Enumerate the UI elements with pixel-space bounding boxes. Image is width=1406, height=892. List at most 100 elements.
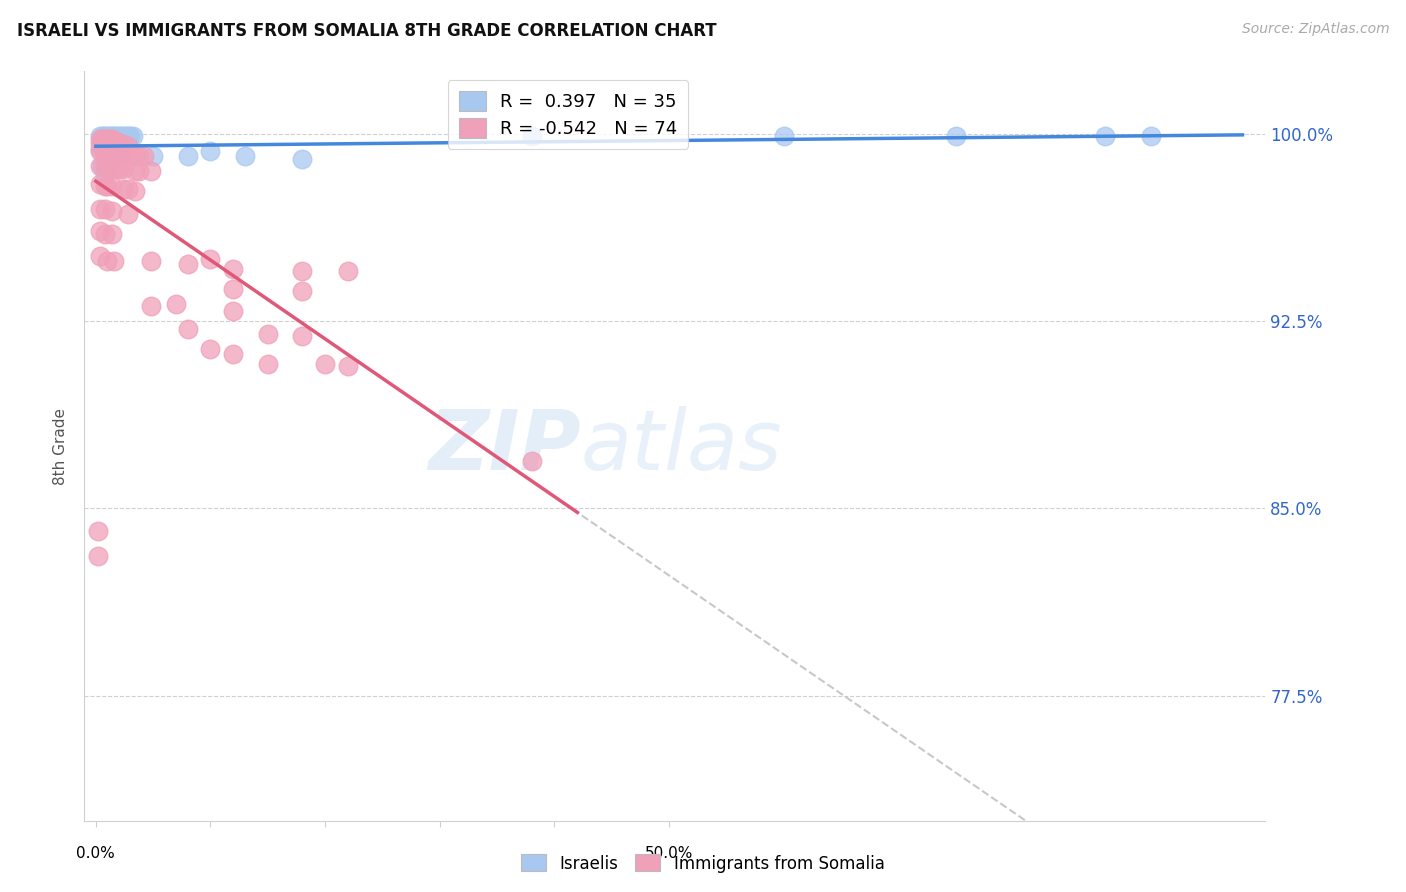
Point — [112, 136, 135, 151]
Point — [120, 129, 142, 144]
Point — [101, 129, 124, 144]
Point — [105, 145, 128, 159]
Point — [128, 149, 150, 163]
Point — [96, 159, 118, 173]
Point — [96, 254, 118, 268]
Point — [90, 159, 112, 173]
Point — [91, 142, 114, 156]
Text: atlas: atlas — [581, 406, 782, 486]
Point — [124, 149, 146, 163]
Point — [117, 207, 139, 221]
Point — [132, 149, 155, 163]
Point — [105, 146, 128, 161]
Point — [139, 299, 162, 313]
Point — [337, 359, 360, 373]
Point — [87, 549, 110, 563]
Point — [120, 149, 142, 163]
Point — [233, 149, 256, 163]
Point — [103, 134, 125, 148]
Point — [94, 227, 117, 241]
Point — [103, 254, 125, 268]
Point — [107, 129, 129, 144]
Point — [121, 129, 143, 144]
Point — [94, 142, 117, 156]
Point — [291, 152, 314, 166]
Point — [96, 132, 118, 146]
Point — [110, 146, 132, 161]
Point — [94, 146, 117, 161]
Point — [96, 145, 118, 159]
Point — [291, 284, 314, 298]
Point — [945, 129, 967, 144]
Point — [101, 161, 124, 176]
Point — [89, 202, 111, 216]
Point — [94, 132, 117, 146]
Point — [112, 182, 135, 196]
Point — [98, 129, 121, 144]
Point — [520, 129, 543, 144]
Point — [96, 179, 118, 194]
Point — [139, 164, 162, 178]
Point — [222, 261, 245, 276]
Point — [96, 161, 118, 176]
Point — [291, 329, 314, 343]
Point — [94, 167, 117, 181]
Point — [1094, 129, 1116, 144]
Point — [200, 145, 222, 159]
Text: 50.0%: 50.0% — [645, 846, 693, 861]
Point — [256, 357, 278, 371]
Point — [91, 139, 114, 153]
Point — [772, 129, 794, 144]
Point — [291, 264, 314, 278]
Point — [87, 524, 110, 538]
Point — [176, 257, 198, 271]
Point — [222, 346, 245, 360]
Point — [124, 164, 146, 178]
Point — [107, 161, 129, 176]
Point — [89, 145, 111, 159]
Point — [105, 129, 128, 144]
Point — [105, 134, 128, 148]
Point — [124, 184, 146, 198]
Point — [96, 129, 118, 144]
Point — [110, 129, 132, 144]
Point — [96, 146, 118, 161]
Point — [103, 129, 125, 144]
Point — [114, 129, 136, 144]
Point — [222, 304, 245, 318]
Point — [314, 357, 336, 371]
Point — [105, 161, 128, 176]
Point — [176, 149, 198, 163]
Point — [89, 249, 111, 263]
Point — [89, 177, 111, 191]
Point — [128, 164, 150, 178]
Point — [114, 146, 136, 161]
Point — [94, 159, 117, 173]
Legend: Israelis, Immigrants from Somalia: Israelis, Immigrants from Somalia — [515, 847, 891, 880]
Y-axis label: 8th Grade: 8th Grade — [53, 408, 69, 484]
Text: ZIP: ZIP — [427, 406, 581, 486]
Point — [101, 179, 124, 194]
Point — [101, 132, 124, 146]
Point — [98, 132, 121, 146]
Point — [256, 326, 278, 341]
Point — [91, 129, 114, 144]
Point — [89, 142, 111, 156]
Point — [101, 227, 124, 241]
Point — [139, 254, 162, 268]
Point — [89, 136, 111, 151]
Point — [89, 224, 111, 238]
Point — [117, 182, 139, 196]
Legend: R =  0.397   N = 35, R = -0.542   N = 74: R = 0.397 N = 35, R = -0.542 N = 74 — [447, 80, 688, 149]
Point — [107, 139, 129, 153]
Point — [91, 132, 114, 146]
Point — [200, 342, 222, 356]
Point — [101, 146, 124, 161]
Point — [112, 129, 135, 144]
Point — [165, 296, 187, 310]
Point — [94, 202, 117, 216]
Point — [200, 252, 222, 266]
Point — [337, 264, 360, 278]
Point — [89, 159, 111, 173]
Text: 0.0%: 0.0% — [76, 846, 115, 861]
